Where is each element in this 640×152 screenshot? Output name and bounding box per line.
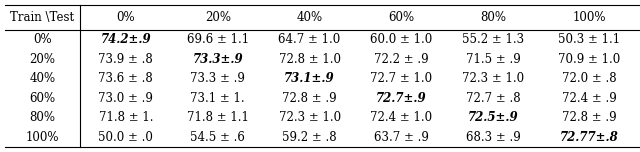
- Text: 50.3 ± 1.1: 50.3 ± 1.1: [558, 33, 620, 46]
- Text: 72.5±.9: 72.5±.9: [468, 111, 518, 124]
- Text: 72.7 ± 1.0: 72.7 ± 1.0: [371, 72, 433, 85]
- Text: 64.7 ± 1.0: 64.7 ± 1.0: [278, 33, 340, 46]
- Text: 55.2 ± 1.3: 55.2 ± 1.3: [462, 33, 524, 46]
- Text: 100%: 100%: [26, 131, 60, 144]
- Text: 0%: 0%: [33, 33, 52, 46]
- Text: 63.7 ± .9: 63.7 ± .9: [374, 131, 429, 144]
- Text: 72.8 ± .9: 72.8 ± .9: [562, 111, 616, 124]
- Text: 100%: 100%: [572, 10, 605, 24]
- Text: 73.3 ± .9: 73.3 ± .9: [190, 72, 245, 85]
- Text: 72.77±.8: 72.77±.8: [559, 131, 618, 144]
- Text: 72.3 ± 1.0: 72.3 ± 1.0: [278, 111, 340, 124]
- Text: 69.6 ± 1.1: 69.6 ± 1.1: [187, 33, 249, 46]
- Text: 80%: 80%: [480, 10, 506, 24]
- Text: 72.8 ± .9: 72.8 ± .9: [282, 92, 337, 105]
- Text: 71.8 ± 1.: 71.8 ± 1.: [99, 111, 153, 124]
- Text: 70.9 ± 1.0: 70.9 ± 1.0: [558, 53, 620, 66]
- Text: 40%: 40%: [296, 10, 323, 24]
- Text: 60%: 60%: [29, 92, 56, 105]
- Text: 54.5 ± .6: 54.5 ± .6: [190, 131, 245, 144]
- Text: 20%: 20%: [29, 53, 56, 66]
- Text: 72.0 ± .8: 72.0 ± .8: [562, 72, 616, 85]
- Text: 73.6 ± .8: 73.6 ± .8: [99, 72, 153, 85]
- Text: 60.0 ± 1.0: 60.0 ± 1.0: [371, 33, 433, 46]
- Text: 71.5 ± .9: 71.5 ± .9: [466, 53, 521, 66]
- Text: 50.0 ± .0: 50.0 ± .0: [99, 131, 153, 144]
- Text: 0%: 0%: [116, 10, 135, 24]
- Text: 71.8 ± 1.1: 71.8 ± 1.1: [187, 111, 248, 124]
- Text: 73.3±.9: 73.3±.9: [193, 53, 243, 66]
- Text: 20%: 20%: [205, 10, 230, 24]
- Text: 72.7 ± .8: 72.7 ± .8: [466, 92, 520, 105]
- Text: 60%: 60%: [388, 10, 415, 24]
- Text: 72.7±.9: 72.7±.9: [376, 92, 427, 105]
- Text: 72.4 ± 1.0: 72.4 ± 1.0: [371, 111, 433, 124]
- Text: 72.3 ± 1.0: 72.3 ± 1.0: [462, 72, 524, 85]
- Text: 73.0 ± .9: 73.0 ± .9: [99, 92, 153, 105]
- Text: 72.2 ± .9: 72.2 ± .9: [374, 53, 429, 66]
- Text: Train \Test: Train \Test: [10, 10, 75, 24]
- Text: 73.9 ± .8: 73.9 ± .8: [99, 53, 153, 66]
- Text: 80%: 80%: [29, 111, 56, 124]
- Text: 73.1 ± 1.: 73.1 ± 1.: [190, 92, 245, 105]
- Text: 72.8 ± 1.0: 72.8 ± 1.0: [278, 53, 340, 66]
- Text: 68.3 ± .9: 68.3 ± .9: [466, 131, 521, 144]
- Text: 72.4 ± .9: 72.4 ± .9: [562, 92, 616, 105]
- Text: 40%: 40%: [29, 72, 56, 85]
- Text: 74.2±.9: 74.2±.9: [100, 33, 151, 46]
- Text: 73.1±.9: 73.1±.9: [284, 72, 335, 85]
- Text: 59.2 ± .8: 59.2 ± .8: [282, 131, 337, 144]
